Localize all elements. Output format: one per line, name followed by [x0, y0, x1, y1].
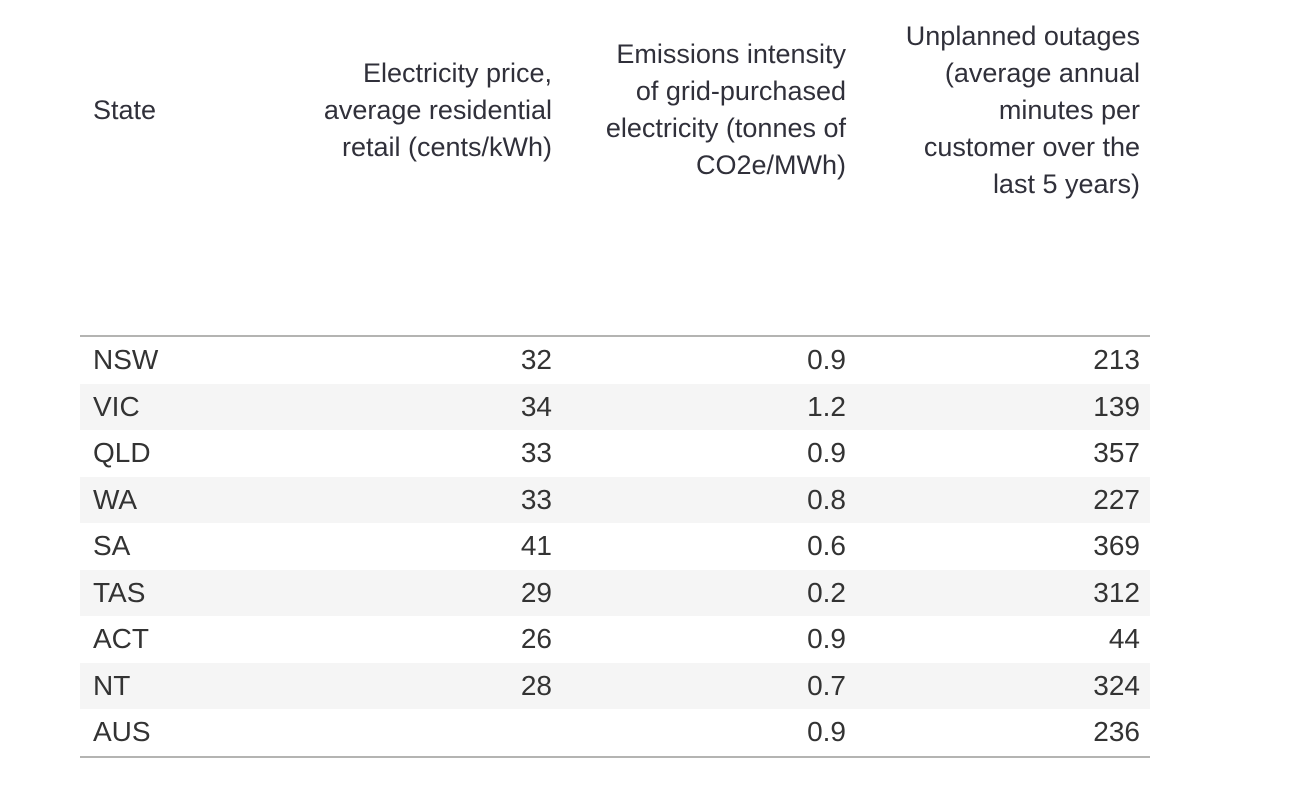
header-line: last 5 years): [992, 168, 1140, 199]
outages-cell: 44: [1108, 623, 1140, 655]
table-row: SA 41 0.6 369: [80, 523, 1150, 570]
header-line: State: [93, 94, 157, 125]
header-line: (average annual: [944, 57, 1140, 88]
price-cell: 33: [520, 483, 552, 515]
price-cell: 32: [520, 344, 552, 376]
emissions-cell: 0.9: [807, 716, 846, 748]
emissions-cell: 0.9: [807, 623, 846, 655]
state-cell: ACT: [93, 623, 149, 655]
state-cell: NT: [93, 669, 131, 701]
column-header-emissions-intensity: Emissions intensity of grid-purchased el…: [552, 36, 846, 184]
state-cell: QLD: [93, 437, 151, 469]
outages-cell: 357: [1093, 437, 1140, 469]
emissions-cell: 0.2: [807, 576, 846, 608]
outages-cell: 236: [1093, 716, 1140, 748]
outages-cell: 369: [1093, 530, 1140, 562]
emissions-cell: 0.9: [807, 437, 846, 469]
emissions-cell: 0.8: [807, 483, 846, 515]
price-cell: 29: [520, 576, 552, 608]
header-line: Electricity price,: [362, 57, 552, 88]
column-header-electricity-price: Electricity price, average residential r…: [280, 55, 552, 166]
header-line: customer over the: [923, 131, 1140, 162]
price-cell: 34: [520, 390, 552, 422]
state-cell: AUS: [93, 716, 151, 748]
header-line: Unplanned outages: [905, 20, 1140, 51]
emissions-cell: 0.9: [807, 344, 846, 376]
table-row: WA 33 0.8 227: [80, 476, 1150, 523]
header-line: retail (cents/kWh): [341, 131, 552, 162]
state-cell: SA: [93, 530, 131, 562]
header-line: CO2e/MWh): [695, 150, 846, 180]
outages-cell: 324: [1093, 669, 1140, 701]
outages-cell: 139: [1093, 390, 1140, 422]
emissions-cell: 0.7: [807, 669, 846, 701]
state-cell: WA: [93, 483, 138, 515]
column-header-state: State: [80, 92, 280, 129]
state-cell: TAS: [93, 576, 146, 608]
state-cell: NSW: [93, 344, 159, 376]
header-line: of grid-purchased: [635, 76, 846, 106]
table-row: AUS 0.9 236: [80, 709, 1150, 756]
outages-cell: 312: [1093, 576, 1140, 608]
table-row: NSW 32 0.9 213: [80, 337, 1150, 384]
price-cell: 41: [520, 530, 552, 562]
header-line: average residential: [323, 94, 552, 125]
header-line: electricity (tonnes of: [605, 113, 846, 143]
state-cell: VIC: [93, 390, 140, 422]
table-row: TAS 29 0.2 312: [80, 569, 1150, 616]
price-cell: 26: [520, 623, 552, 655]
outages-cell: 227: [1093, 483, 1140, 515]
price-cell: 33: [520, 437, 552, 469]
price-cell: 28: [520, 669, 552, 701]
header-line: minutes per: [998, 94, 1140, 125]
column-header-unplanned-outages: Unplanned outages (average annual minute…: [846, 18, 1150, 203]
table-row: QLD 33 0.9 357: [80, 430, 1150, 477]
emissions-cell: 0.6: [807, 530, 846, 562]
table-row: ACT 26 0.9 44: [80, 616, 1150, 663]
table-row: NT 28 0.7 324: [80, 662, 1150, 709]
column-headers: State Electricity price, average residen…: [80, 0, 1150, 220]
outages-cell: 213: [1093, 344, 1140, 376]
header-line: Emissions intensity: [616, 39, 846, 69]
emissions-cell: 1.2: [807, 390, 846, 422]
data-grid: NSW 32 0.9 213 VIC 34 1.2 139 QLD 33 0.9…: [80, 335, 1150, 758]
table-row: VIC 34 1.2 139: [80, 383, 1150, 430]
